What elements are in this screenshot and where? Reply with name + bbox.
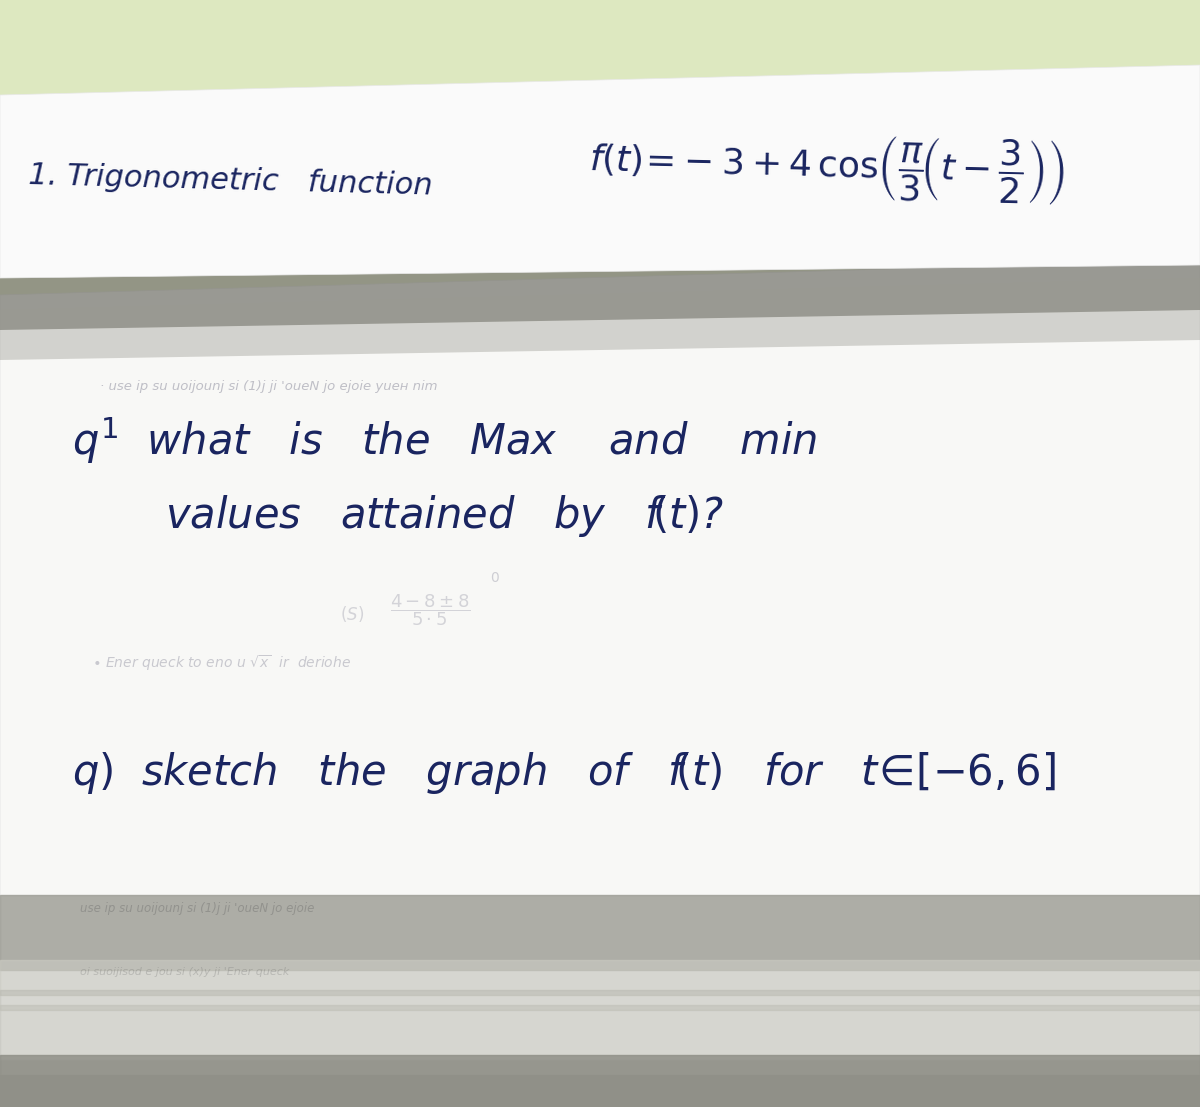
Polygon shape	[0, 260, 1200, 1061]
Text: 1. Trigonometric   function: 1. Trigonometric function	[28, 162, 433, 201]
Polygon shape	[0, 65, 1200, 278]
Polygon shape	[0, 244, 1200, 330]
Text: $(S)$: $(S)$	[340, 604, 364, 624]
Bar	[0, 1020, 1200, 1051]
Text: $q)$  sketch   the   graph   of   $f\!(t)$   for   $t\!\in\![-6,6]$: $q)$ sketch the graph of $f\!(t)$ for $t…	[72, 751, 1056, 796]
Text: oi suoijisod e jou si (x)y ji 'Ener queck: oi suoijisod e jou si (x)y ji 'Ener quec…	[80, 968, 289, 977]
Bar	[0, 894, 1200, 970]
Text: values   attained   by   $f\!(t)$?: values attained by $f\!(t)$?	[166, 493, 724, 539]
Bar	[0, 950, 1200, 980]
Bar	[0, 900, 1200, 1107]
Text: $q^1$  what   is   the   Max    and    min: $q^1$ what is the Max and min	[72, 415, 817, 466]
Bar	[0, 960, 1200, 995]
Polygon shape	[0, 278, 1200, 360]
Bar	[0, 990, 1200, 1010]
Text: 0: 0	[490, 571, 499, 584]
Bar	[0, 1055, 1200, 1107]
Text: $\dfrac{4-8\pm 8}{5\cdot 5}$: $\dfrac{4-8\pm 8}{5\cdot 5}$	[390, 592, 470, 628]
Bar	[0, 1075, 1200, 1107]
Text: use ip su uoijounj si (1)j ji 'oueN jo ejoie: use ip su uoijounj si (1)j ji 'oueN jo e…	[80, 902, 314, 915]
Text: $f(t)\!=\!-3+4\,\cos\!\left(\dfrac{\pi}{3}\!\left(t-\dfrac{3}{2}\right)\right)$: $f(t)\!=\!-3+4\,\cos\!\left(\dfrac{\pi}{…	[588, 126, 1066, 207]
Text: · use ip su uoijounj si (1)j ji 'oueN jo ejoie yueн nim: · use ip su uoijounj si (1)j ji 'oueN jo…	[100, 380, 438, 393]
Bar	[0, 1005, 1200, 1061]
Text: $\bullet$ Ener queck to eno u $\sqrt{x}$  ir  deriohe: $\bullet$ Ener queck to eno u $\sqrt{x}$…	[92, 653, 352, 673]
